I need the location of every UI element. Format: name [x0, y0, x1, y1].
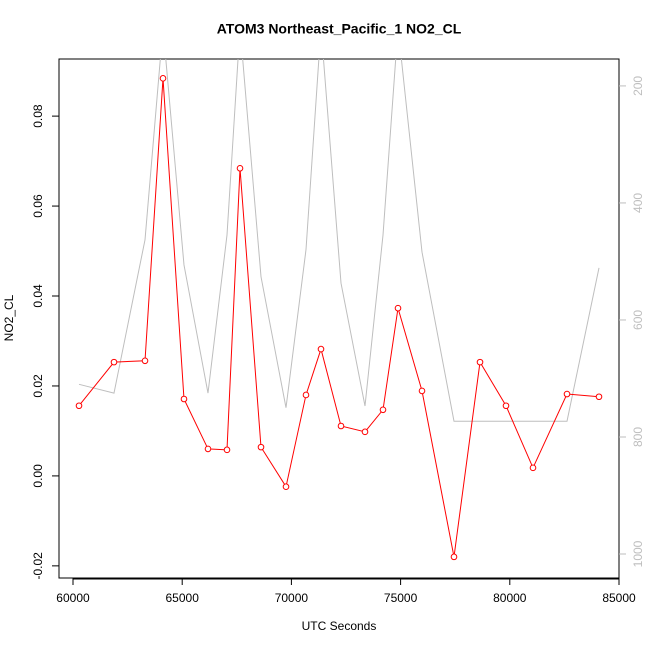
data-point [223, 446, 231, 454]
y-tick-label: -0.02 [31, 552, 45, 580]
y2-tick-label: 800 [631, 427, 645, 447]
chart-title: ATOM3 Northeast_Pacific_1 NO2_CL [217, 21, 462, 37]
data-point [236, 164, 244, 172]
data-point [337, 422, 345, 430]
y-tick-label: 0.00 [31, 464, 45, 488]
y2-tick-label: 600 [631, 310, 645, 330]
series-line [78, 59, 600, 422]
data-point [317, 345, 325, 353]
data-point [141, 357, 149, 365]
data-point [257, 443, 265, 451]
data-point [361, 428, 369, 436]
x-tick-label: 85000 [602, 591, 636, 605]
data-point [529, 464, 537, 472]
data-point [110, 358, 118, 366]
data-point [563, 390, 571, 398]
data-point [204, 445, 212, 453]
data-point [180, 395, 188, 403]
plot-frame [58, 58, 620, 579]
x-tick-label: 75000 [384, 591, 418, 605]
data-point [159, 75, 167, 82]
y-tick-label: 0.06 [31, 194, 45, 218]
data-point [450, 553, 458, 561]
data-point [282, 483, 290, 491]
x-tick-label: 80000 [493, 591, 527, 605]
y-tick-label: 0.08 [31, 104, 45, 128]
x-tick-label: 65000 [166, 591, 200, 605]
x-tick-label: 70000 [275, 591, 309, 605]
series-line [78, 78, 600, 557]
data-point [75, 402, 83, 410]
y-axis-label: NO2_CL [2, 294, 16, 341]
data-point [476, 358, 484, 366]
data-point [595, 393, 603, 401]
data-point [302, 391, 310, 399]
y2-tick-label: 400 [631, 193, 645, 213]
plot-area [75, 59, 603, 561]
y2-tick-label: 200 [631, 76, 645, 96]
data-point [502, 402, 510, 410]
x-tick-label: 60000 [56, 591, 90, 605]
y2-tick-label: 1000 [631, 540, 645, 567]
y-tick-label: 0.04 [31, 284, 45, 308]
data-point [379, 406, 387, 414]
y-tick-label: 0.02 [31, 374, 45, 398]
data-point [418, 387, 426, 395]
data-point [394, 304, 402, 312]
x-axis-label: UTC Seconds [302, 619, 377, 633]
